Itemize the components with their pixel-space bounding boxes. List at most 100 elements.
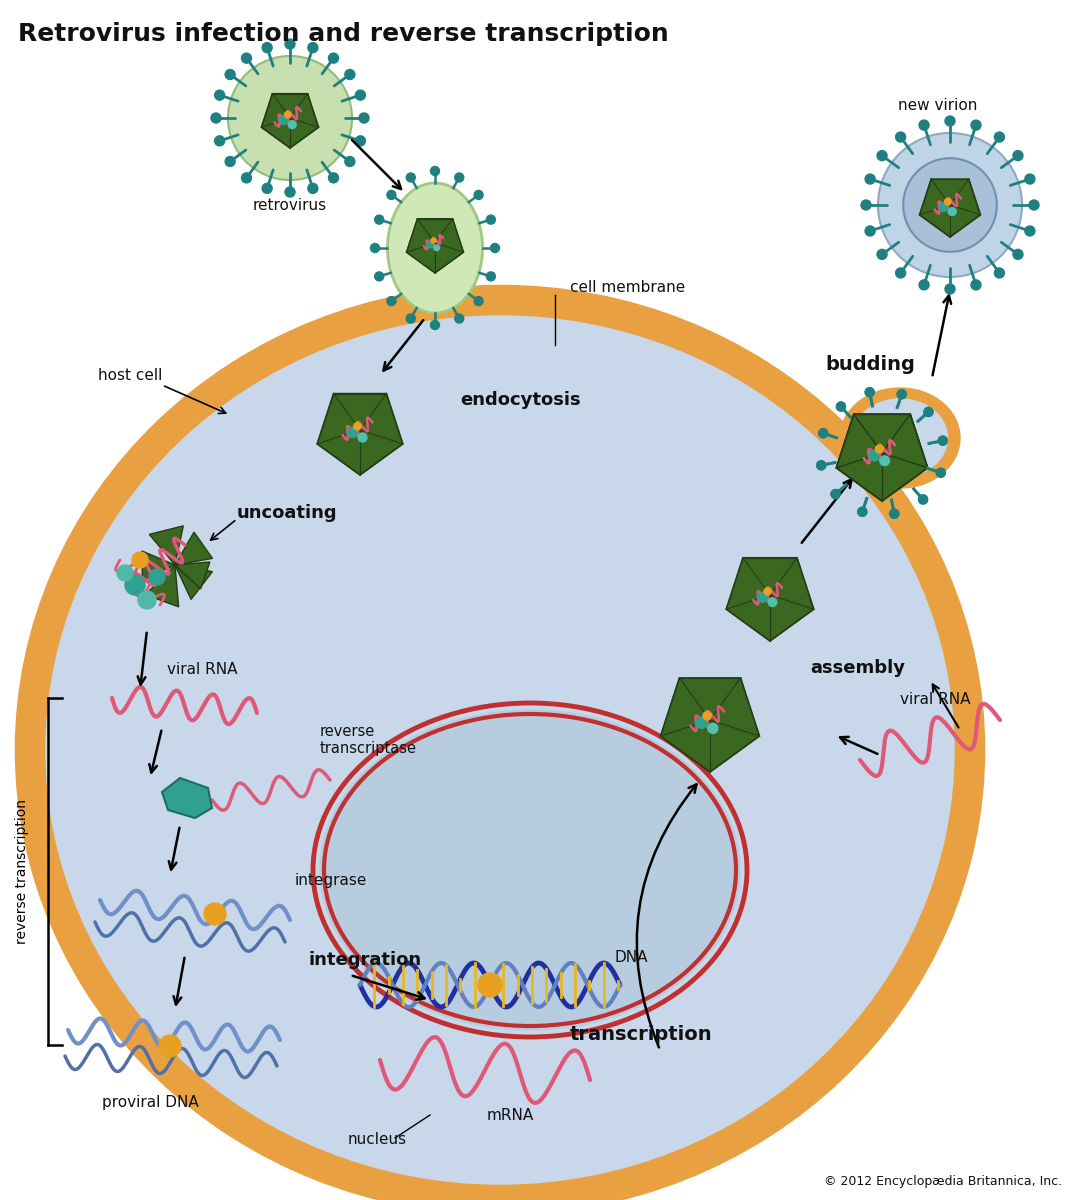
Circle shape [355,136,365,146]
Circle shape [880,456,889,466]
Circle shape [225,70,235,79]
Circle shape [819,428,827,438]
Circle shape [406,314,416,323]
Circle shape [215,136,225,146]
Circle shape [370,244,379,252]
Circle shape [375,215,383,224]
Circle shape [865,174,875,184]
Circle shape [387,191,396,199]
Circle shape [285,38,295,49]
Circle shape [1013,151,1023,161]
Circle shape [919,280,929,290]
Circle shape [939,436,947,445]
Circle shape [939,436,947,445]
Circle shape [406,173,416,182]
Circle shape [836,402,846,412]
Polygon shape [175,532,213,565]
Circle shape [288,121,296,128]
Circle shape [1025,226,1035,236]
Text: nucleus: nucleus [348,1133,407,1147]
Circle shape [345,156,355,167]
Circle shape [877,250,887,259]
Polygon shape [661,678,759,772]
Ellipse shape [388,182,483,313]
Circle shape [149,569,165,584]
Ellipse shape [320,710,740,1030]
Circle shape [478,973,502,997]
Circle shape [474,191,483,199]
Circle shape [939,203,948,211]
Circle shape [945,284,955,294]
Circle shape [284,112,292,118]
Circle shape [204,902,226,925]
Ellipse shape [852,398,947,476]
Circle shape [117,565,133,581]
Polygon shape [175,565,213,600]
Text: integration: integration [308,950,421,970]
Circle shape [486,272,496,281]
Circle shape [328,173,338,182]
Circle shape [455,173,463,182]
Polygon shape [318,394,403,475]
Circle shape [764,588,771,595]
Circle shape [876,445,883,452]
Circle shape [1029,200,1039,210]
Circle shape [768,598,777,606]
Circle shape [455,314,463,323]
Circle shape [375,272,383,281]
Circle shape [345,70,355,79]
Circle shape [878,133,1022,277]
Circle shape [816,461,826,470]
Circle shape [890,509,899,518]
Circle shape [355,90,365,100]
Text: uncoating: uncoating [237,504,338,522]
Circle shape [936,468,945,478]
Polygon shape [175,562,210,589]
Circle shape [262,184,272,193]
Polygon shape [726,558,813,641]
Circle shape [703,712,712,720]
Circle shape [431,238,436,242]
Text: viral RNA: viral RNA [900,692,970,708]
Circle shape [359,113,369,122]
Circle shape [880,456,889,466]
Circle shape [897,390,906,398]
Text: mRNA: mRNA [486,1108,534,1122]
Circle shape [211,113,221,122]
Circle shape [858,508,867,516]
Polygon shape [149,526,184,565]
Text: reverse
transcriptase: reverse transcriptase [320,724,417,756]
Circle shape [138,590,156,608]
Text: DNA: DNA [615,950,648,966]
Circle shape [869,450,879,461]
Circle shape [995,268,1004,278]
Circle shape [869,450,879,461]
Circle shape [1013,250,1023,259]
Polygon shape [146,565,178,607]
Circle shape [861,200,870,210]
Circle shape [919,120,929,130]
Ellipse shape [840,388,960,488]
Circle shape [865,388,874,397]
Circle shape [877,151,887,161]
Text: integrase: integrase [295,872,367,888]
Circle shape [897,390,906,398]
Circle shape [924,408,933,416]
Circle shape [971,280,981,290]
Circle shape [262,43,272,53]
Circle shape [328,53,338,64]
Text: host cell: host cell [98,367,162,383]
Circle shape [132,552,148,568]
Circle shape [696,718,707,728]
Circle shape [354,422,361,430]
Circle shape [486,215,496,224]
Polygon shape [141,551,175,581]
Circle shape [474,296,483,306]
Text: endocytosis: endocytosis [460,391,581,409]
Circle shape [427,241,433,248]
Circle shape [285,187,295,197]
Text: budding: budding [825,355,915,374]
Circle shape [348,427,357,438]
Circle shape [971,120,981,130]
Circle shape [758,593,768,602]
